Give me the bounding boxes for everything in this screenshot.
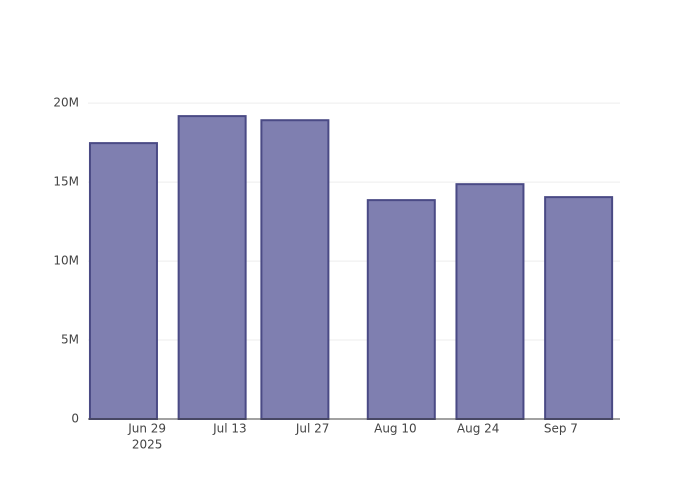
y-tick-label: 10M (53, 254, 79, 268)
x-tick-label: Jul 27 (295, 422, 330, 436)
x-year-label: 2025 (132, 438, 163, 452)
y-tick-label: 5M (61, 333, 79, 347)
bar (544, 196, 614, 420)
bar (260, 119, 330, 420)
y-tick-label: 20M (53, 96, 79, 110)
y-tick-label: 0 (71, 412, 79, 426)
x-tick-label: Jul 13 (212, 422, 247, 436)
x-tick-label: Jun 29 (127, 422, 166, 436)
bar (177, 115, 247, 421)
x-tick-label: Sep 7 (544, 422, 578, 436)
x-tick-label: Aug 10 (374, 422, 417, 436)
bar (88, 142, 158, 421)
bar (366, 199, 436, 420)
bar (455, 183, 525, 420)
y-tick-label: 15M (53, 175, 79, 189)
x-tick-label: Aug 24 (457, 422, 500, 436)
